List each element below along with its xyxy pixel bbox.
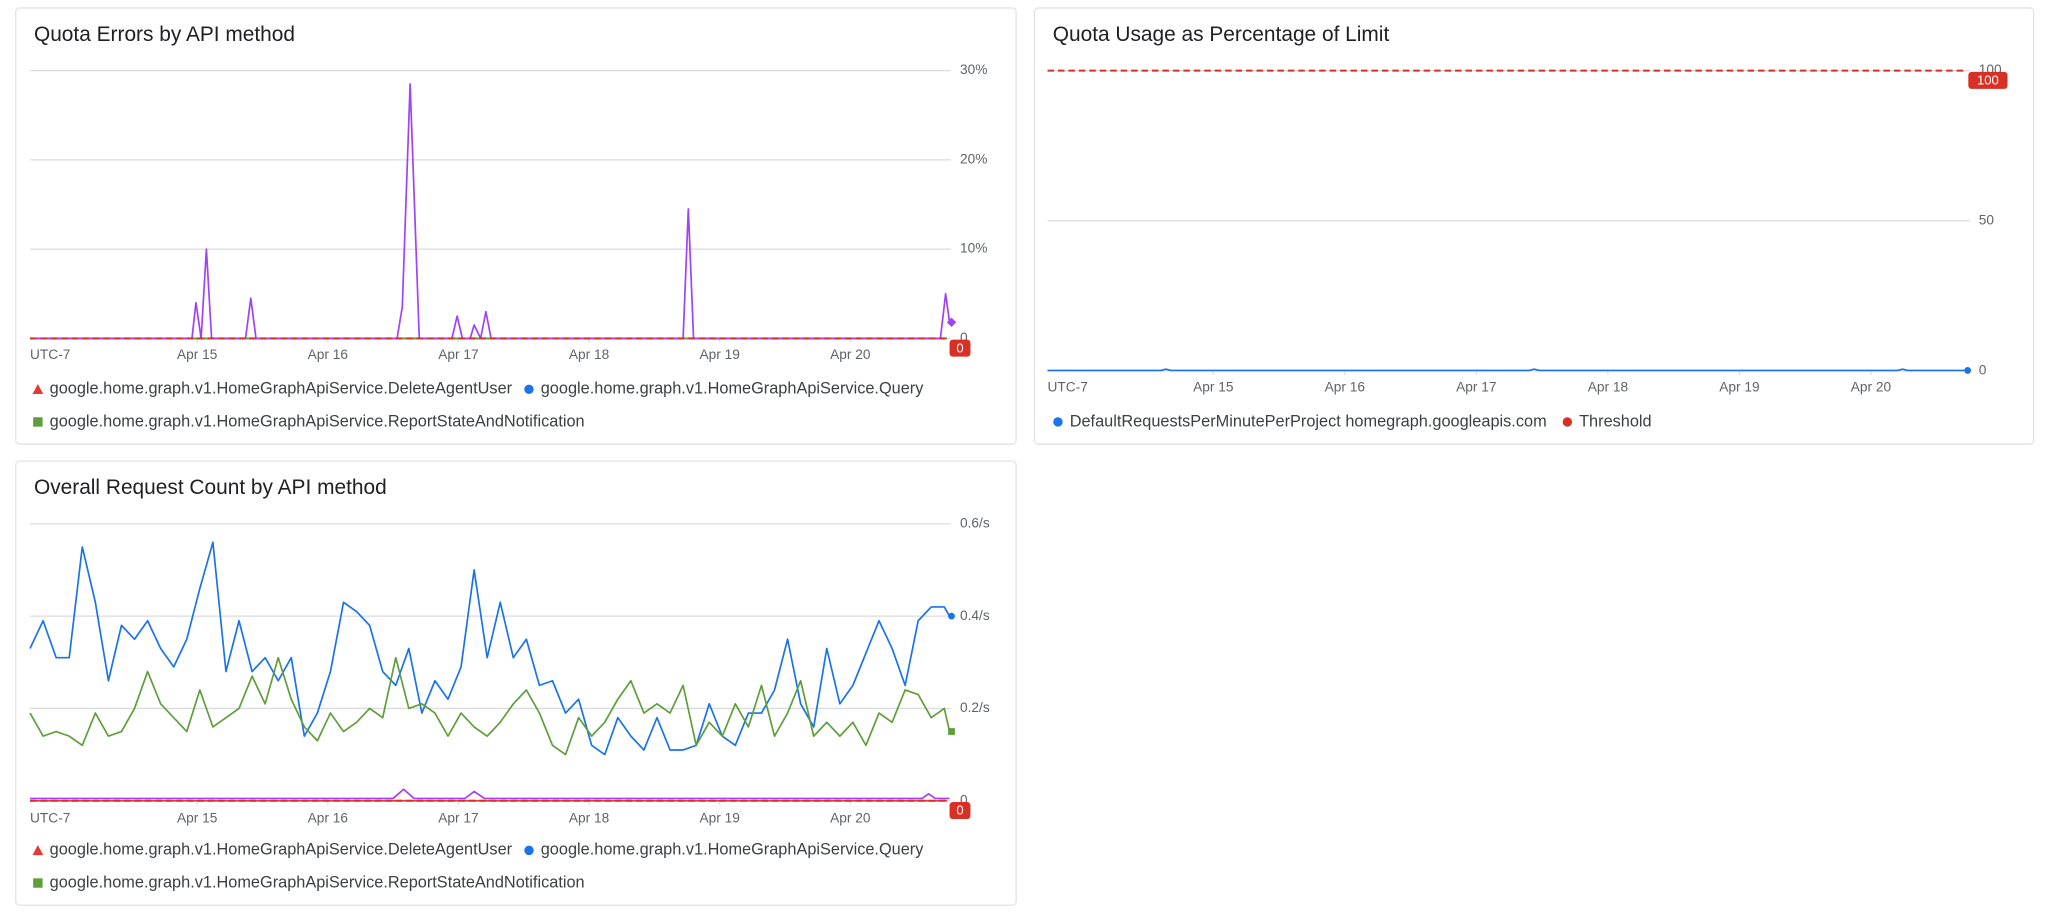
x-tick-label: Apr 16 xyxy=(308,347,349,362)
threshold-label: 0 xyxy=(956,340,963,355)
threshold-label: 100 xyxy=(1977,73,1999,88)
timezone-label: UTC-7 xyxy=(30,811,70,826)
chart-panel: Overall Request Count by API method 0 0.2/… xyxy=(15,460,1017,906)
x-tick-label: Apr 15 xyxy=(177,811,218,826)
y-tick-label: 0.4/s xyxy=(960,608,990,623)
panel-border xyxy=(1033,7,2035,445)
legend-label: google.home.graph.v1.HomeGraphApiService… xyxy=(50,873,585,891)
legend-marker xyxy=(32,383,44,395)
series-line xyxy=(29,656,951,756)
panel-border xyxy=(15,7,1017,445)
panel-border xyxy=(15,460,1017,906)
y-tick-label: 0 xyxy=(1979,363,1987,378)
series-line xyxy=(1047,368,1966,372)
x-tick-label: Apr 19 xyxy=(699,811,739,826)
y-tick-label: 50 xyxy=(1979,212,1995,227)
x-tick-label: Apr 18 xyxy=(1588,380,1629,395)
chart-title: Quota Usage as Percentage of Limit xyxy=(1053,23,1390,46)
legend-marker xyxy=(1053,417,1063,427)
y-tick-label: 0.6/s xyxy=(960,515,990,530)
legend-marker xyxy=(33,417,43,427)
x-tick-label: Apr 20 xyxy=(830,347,871,362)
x-tick-label: Apr 18 xyxy=(569,347,610,362)
x-tick-label: Apr 20 xyxy=(830,811,871,826)
x-tick-label: Apr 16 xyxy=(1325,380,1366,395)
x-tick-label: Apr 17 xyxy=(438,811,478,826)
threshold-badge xyxy=(1968,71,2008,89)
x-tick-label: Apr 20 xyxy=(1851,380,1892,395)
x-tick-label: Apr 19 xyxy=(1719,380,1759,395)
legend-label: google.home.graph.v1.HomeGraphApiService… xyxy=(541,380,924,398)
end-marker xyxy=(948,728,955,735)
legend-marker xyxy=(1562,417,1573,427)
legend-label: google.home.graph.v1.HomeGraphApiService… xyxy=(50,841,513,859)
legend-label: google.home.graph.v1.HomeGraphApiService… xyxy=(541,841,924,859)
chart-title: Quota Errors by API method xyxy=(34,23,295,46)
legend-marker xyxy=(32,845,44,856)
x-tick-label: Apr 15 xyxy=(1193,380,1234,395)
legend-label: google.home.graph.v1.HomeGraphApiService… xyxy=(50,412,585,430)
y-tick-label: 0 xyxy=(960,330,968,345)
x-tick-label: Apr 16 xyxy=(308,811,349,826)
end-marker xyxy=(946,317,957,328)
legend-marker xyxy=(33,878,43,888)
y-tick-label: 0.2/s xyxy=(960,700,990,715)
x-tick-label: Apr 15 xyxy=(177,347,218,362)
legend-label: DefaultRequestsPerMinutePerProject homeg… xyxy=(1070,412,1547,430)
x-tick-label: Apr 17 xyxy=(438,347,478,362)
legend-label: google.home.graph.v1.HomeGraphApiService… xyxy=(50,380,513,398)
legend-label: Threshold xyxy=(1579,412,1652,430)
x-tick-label: Apr 19 xyxy=(699,347,739,362)
threshold-label: 0 xyxy=(956,803,963,818)
series-line xyxy=(29,541,951,756)
legend-marker xyxy=(524,384,534,395)
chart-panel: Quota Errors by API method 0 10% 20% 30% UTC-… xyxy=(15,7,1017,445)
series-line xyxy=(30,788,950,800)
threshold-badge xyxy=(949,339,971,357)
chart-title: Overall Request Count by API method xyxy=(34,476,387,499)
x-tick-label: Apr 18 xyxy=(569,811,610,826)
chart-panel: Quota Usage as Percentage of Limit 0 50 100… xyxy=(1033,7,2035,445)
timezone-label: UTC-7 xyxy=(1048,380,1088,395)
legend-marker xyxy=(524,845,534,856)
x-tick-label: Apr 17 xyxy=(1456,380,1496,395)
end-marker xyxy=(1964,367,1972,374)
y-tick-label: 0 xyxy=(960,792,968,807)
y-tick-label: 20% xyxy=(960,151,987,166)
timezone-label: UTC-7 xyxy=(30,347,70,362)
end-marker xyxy=(948,612,955,620)
y-tick-label: 30% xyxy=(960,62,987,77)
y-tick-label: 10% xyxy=(960,241,987,256)
threshold-badge xyxy=(949,802,971,820)
